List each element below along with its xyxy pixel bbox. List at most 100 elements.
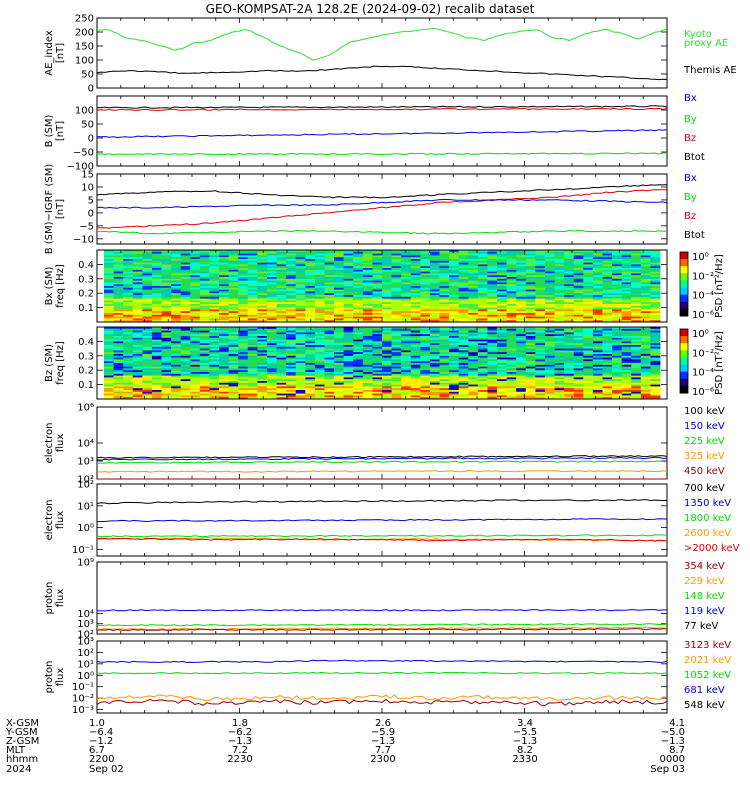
colorbar-bzspec: 10⁰ 10⁻² 10⁻⁴ 10⁻⁶ PSD [nT²/Hz] xyxy=(679,328,725,398)
y-axis-label: [nT] xyxy=(55,121,66,141)
ephemeris-value: −5.5 xyxy=(513,727,537,738)
legend-plow: 354 keV 229 keV 148 keV 119 keV 77 keV xyxy=(684,561,725,632)
series-2021-kev xyxy=(96,694,667,702)
ephemeris-row-label: MLT xyxy=(6,745,26,756)
y-tick-label: 10⁰ xyxy=(77,523,94,534)
y-axis-label: proton xyxy=(44,661,55,694)
legend-entry: Bz xyxy=(684,211,696,222)
series-group-bsm xyxy=(96,105,668,156)
y-tick-label: −50 xyxy=(73,148,94,159)
ephemeris-value: −5.9 xyxy=(371,727,395,738)
colorbar-frame xyxy=(679,251,689,317)
y-axis-label: flux xyxy=(55,668,66,687)
y-tick-label: 10⁻¹ xyxy=(72,545,94,556)
y-tick-label: 10¹ xyxy=(77,659,94,670)
series-148-kev xyxy=(96,623,668,627)
legend-entry: 1052 keV xyxy=(684,670,731,681)
legend-entry: 150 keV xyxy=(684,421,725,432)
series-150-kev xyxy=(96,456,668,461)
legend-entry: 354 keV xyxy=(684,561,725,572)
legend-elow: 100 keV 150 keV 225 keV 325 keV 450 keV xyxy=(684,406,725,477)
y-tick-label: 10² xyxy=(77,480,94,491)
legend-entry: 229 keV xyxy=(684,576,725,587)
y-tick-label: 0 xyxy=(88,208,94,219)
ephemeris-value: 4.1 xyxy=(669,718,685,729)
series-by xyxy=(96,229,668,235)
ephemeris-value: −1.3 xyxy=(513,736,537,747)
colorbar-tick-label: 10⁻⁴ xyxy=(692,368,714,379)
panel-bsm: −100 −50 0 50 100 B (SM) [nT] Bx By Bz Btot xyxy=(44,93,705,173)
panel-frame xyxy=(96,17,668,89)
y-tick-label: 250 xyxy=(75,14,94,25)
ephemeris-value: 2300 xyxy=(370,754,395,765)
colorbar-tick-label: 10⁻⁶ xyxy=(692,310,714,321)
legend-ehigh: 700 keV 1350 keV 1800 keV 2600 keV >2000 keV xyxy=(684,483,740,554)
legend-entry: 548 keV xyxy=(684,700,725,711)
y-tick-label: 10⁻³ xyxy=(72,705,94,716)
y-tick-label: 0.2 xyxy=(78,289,94,300)
legend-bsm: Bx By Bz Btot xyxy=(684,93,705,163)
ephemeris-value: −1.3 xyxy=(661,736,685,747)
y-tick-label: 0.3 xyxy=(78,351,94,362)
legend-entry: 1800 keV xyxy=(684,513,731,524)
y-tick-label: 10⁻² xyxy=(72,694,94,705)
y-axis-label: freq [Hz] xyxy=(55,341,66,385)
series-group-plow xyxy=(96,609,668,635)
y-tick-label: 10 xyxy=(81,183,94,194)
legend-entry: Btot xyxy=(684,230,705,241)
y-tick-label: 150 xyxy=(75,42,94,53)
y-tick-label: 0.2 xyxy=(78,366,94,377)
series-100-kev xyxy=(96,455,668,459)
ephemeris-value: 0000 xyxy=(660,754,685,765)
y-tick-label: 10⁴ xyxy=(77,609,94,620)
ephemeris-value: 7.2 xyxy=(232,745,248,756)
ephemeris-value: 7.7 xyxy=(375,745,391,756)
y-axis-label: flux xyxy=(55,511,66,530)
series-btot xyxy=(96,184,668,199)
ephemeris-value: 2.6 xyxy=(375,718,391,729)
colorbar-frame xyxy=(679,328,689,394)
ephemeris-row-label: X-GSM xyxy=(6,718,39,729)
colorbar-tick-label: 10⁻² xyxy=(692,271,714,282)
y-axis-label: flux xyxy=(55,589,66,608)
series--2000-kev xyxy=(96,537,668,542)
chart-title: GEO-KOMPSAT-2A 128.2E (2024-09-02) recal… xyxy=(206,2,535,16)
y-tick-label: 10² xyxy=(77,648,94,659)
series-3123-kev xyxy=(96,698,668,707)
legend-bdiff: Bx By Bz Btot xyxy=(684,173,705,241)
colorbar-label: PSD [nT²/Hz] xyxy=(714,254,725,318)
colorbar-tick-label: 10⁻⁶ xyxy=(692,387,714,398)
ephemeris-value: Sep 02 xyxy=(89,764,124,775)
panel-elow: 10² 10³ 10⁴ 10⁶ electron flux 100 keV 150 keV 22… xyxy=(44,403,725,486)
legend-entry: 119 keV xyxy=(684,606,725,617)
legend-entry: Kyoto xyxy=(684,29,712,40)
ephemeris-value: 1.0 xyxy=(89,718,105,729)
y-axis-label: electron xyxy=(44,500,55,541)
y-tick-label: 100 xyxy=(75,106,94,117)
series-btot xyxy=(97,105,668,109)
series-1800-kev xyxy=(96,534,668,538)
spectrogram-bzspec xyxy=(104,327,661,400)
legend-entry: 2600 keV xyxy=(684,528,731,539)
panel-frame xyxy=(96,406,668,480)
legend-entry: Themis AE xyxy=(683,65,737,76)
legend-entry: Bx xyxy=(684,93,697,104)
ephemeris-value: −1.3 xyxy=(228,736,252,747)
ephemeris-value: 3.4 xyxy=(517,718,533,729)
series-700-kev xyxy=(96,499,668,505)
legend-entry: proxy AE xyxy=(684,38,728,49)
y-tick-label: 10⁹ xyxy=(77,558,94,569)
series-bz xyxy=(96,107,668,111)
y-axis-label: [nT] xyxy=(55,199,66,219)
y-tick-label: 0.4 xyxy=(78,337,94,348)
legend-entry: 77 keV xyxy=(684,621,718,632)
y-tick-label: 10⁰ xyxy=(77,671,94,682)
y-axis-label: [nT] xyxy=(55,43,66,63)
legend-phigh: 3123 keV 2021 keV 1052 keV 681 keV 548 keV xyxy=(684,640,731,711)
series-225-kev xyxy=(96,460,668,464)
series-354-kev xyxy=(96,628,668,632)
